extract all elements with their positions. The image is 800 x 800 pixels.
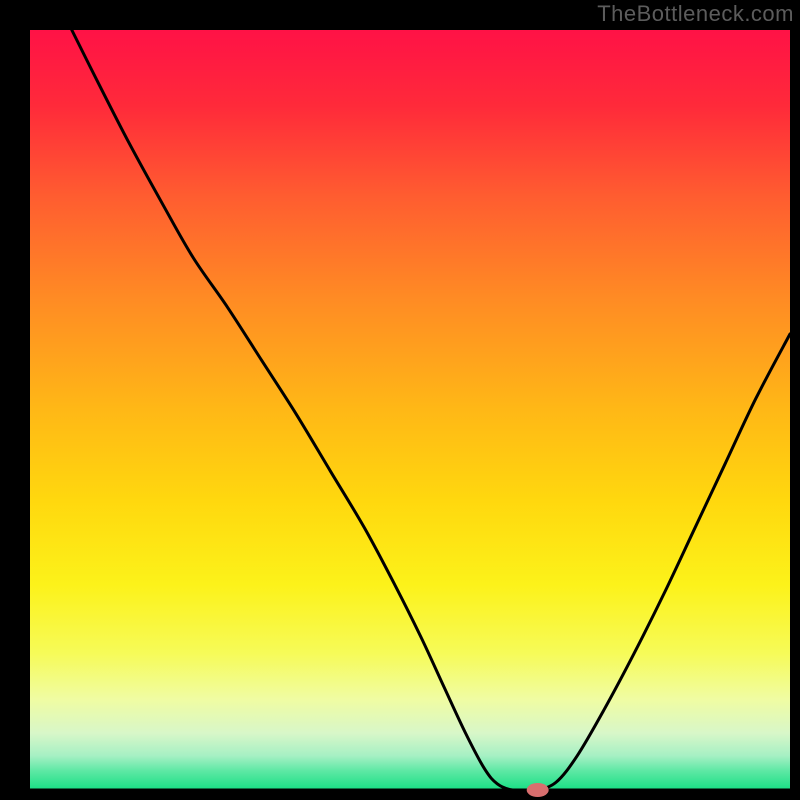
optimal-marker [527,783,549,797]
plot-background [30,30,790,790]
bottleneck-chart [0,0,800,800]
chart-container: TheBottleneck.com [0,0,800,800]
